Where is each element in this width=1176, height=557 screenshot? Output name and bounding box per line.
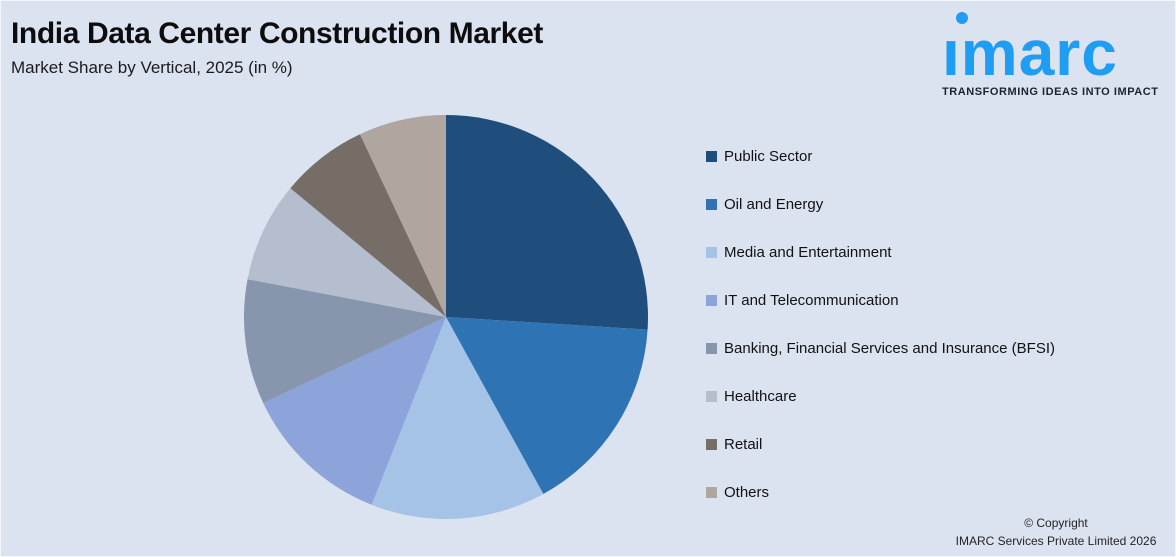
legend-item-oil-and-energy: Oil and Energy (706, 180, 1055, 228)
legend-swatch (706, 438, 717, 450)
legend-swatch (706, 294, 717, 306)
page-subtitle: Market Share by Vertical, 2025 (in %) (11, 57, 293, 77)
legend-label: Others (724, 483, 770, 501)
legend-item-healthcare: Healthcare (706, 372, 1055, 420)
legend-label: Banking, Financial Services and Insuranc… (724, 339, 1055, 357)
pie-slice-others (359, 115, 446, 317)
legend: Public Sector Oil and Energy Media and Ent… (706, 132, 1055, 516)
legend-item-retail: Retail (706, 420, 1055, 468)
imarc-logo: ımarc TRANSFORMING IDEAS INTO IMPACT (942, 8, 1170, 98)
legend-item-banking-financial-services-and-insurance-bfsi: Banking, Financial Services and Insuranc… (706, 324, 1055, 372)
pie-slice-retail (290, 134, 446, 317)
legend-item-it-and-telecommunication: IT and Telecommunication (706, 276, 1055, 324)
legend-swatch (706, 246, 717, 258)
logo-brand-text: ımarc (942, 17, 1118, 89)
pie-slice-oil-and-energy (446, 317, 648, 495)
legend-label: Retail (724, 435, 763, 453)
pie-slice-public-sector (446, 115, 648, 330)
page-title: India Data Center Construction Market (11, 17, 543, 50)
legend-item-public-sector: Public Sector (706, 132, 1055, 180)
legend-label: Media and Entertainment (724, 243, 892, 261)
legend-swatch (706, 390, 717, 402)
pie-chart (243, 115, 648, 519)
copyright-line1: © Copyright (1024, 516, 1088, 531)
legend-swatch (706, 342, 717, 354)
copyright: © Copyright IMARC Services Private Limit… (944, 515, 1168, 550)
legend-label: Healthcare (724, 387, 797, 405)
legend-label: Public Sector (724, 147, 813, 165)
logo-tagline: TRANSFORMING IDEAS INTO IMPACT (942, 85, 1159, 98)
legend-item-media-and-entertainment: Media and Entertainment (706, 228, 1055, 276)
legend-swatch (706, 150, 717, 162)
legend-swatch (706, 198, 717, 210)
copyright-line2: IMARC Services Private Limited 2026 (955, 533, 1157, 548)
logo-dot-icon (956, 12, 968, 24)
legend-label: Oil and Energy (724, 195, 824, 213)
pie-slice-media-and-entertainment (371, 317, 544, 519)
legend-label: IT and Telecommunication (724, 291, 899, 309)
pie-slice-it-and-telecommunication (263, 317, 446, 505)
pie-chart-container (243, 115, 648, 519)
legend-swatch (706, 486, 717, 498)
legend-item-others: Others (706, 468, 1055, 516)
pie-slice-banking-financial-services-and-insurance-bfsi (243, 279, 446, 404)
header: India Data Center Construction Market Ma… (11, 18, 543, 78)
pie-slice-healthcare (247, 188, 446, 317)
